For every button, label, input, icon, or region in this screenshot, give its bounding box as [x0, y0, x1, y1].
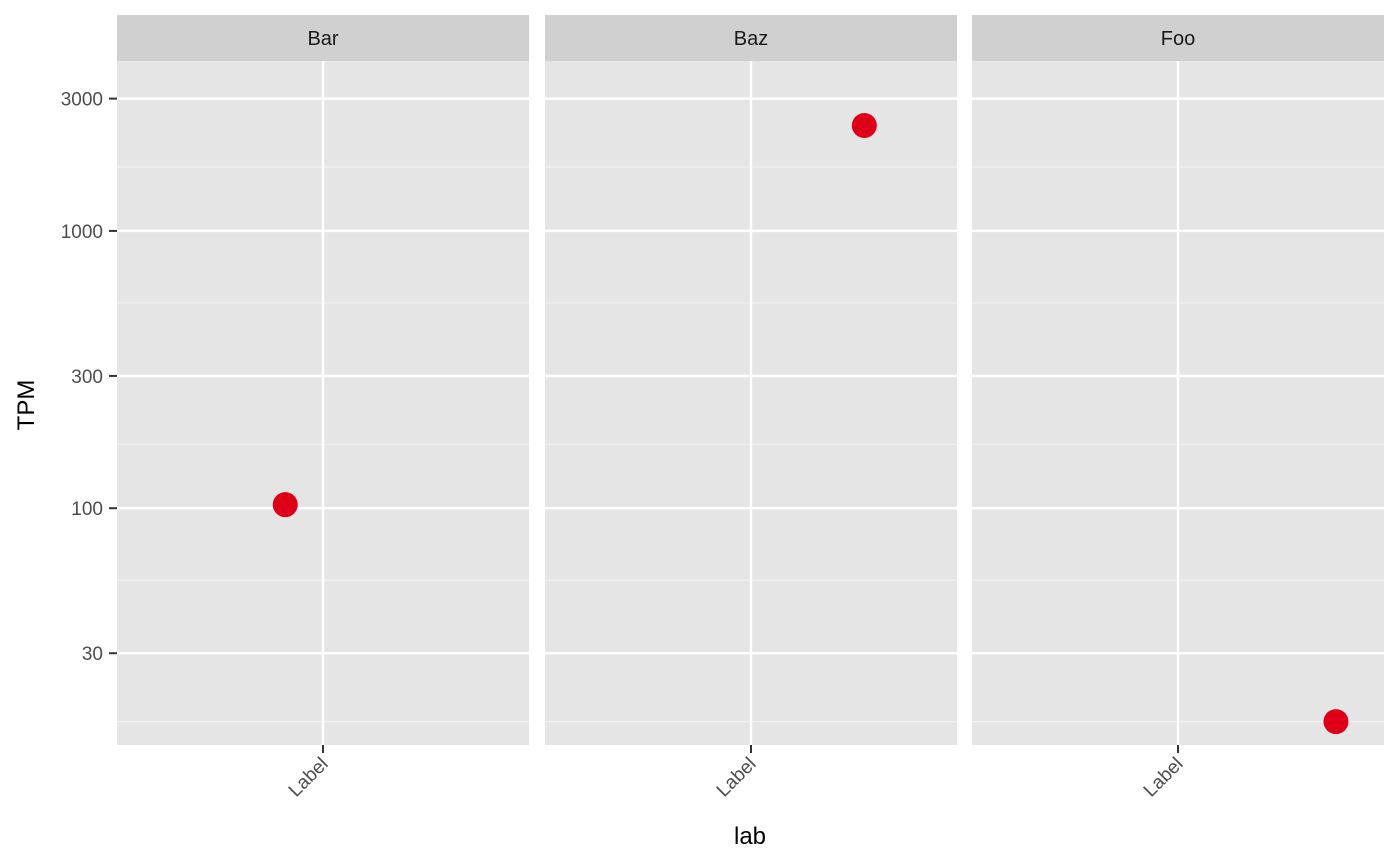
- x-axis-title: lab: [734, 823, 766, 850]
- facet-panels: Bar Label Baz Label Foo Label: [117, 15, 1384, 801]
- data-point: [272, 492, 298, 518]
- strip-label: Foo: [1161, 28, 1195, 50]
- y-tick-label: 3000: [61, 90, 103, 111]
- strip-label: Bar: [307, 28, 338, 50]
- strip-background: [117, 15, 529, 61]
- strip-background: [972, 15, 1384, 61]
- y-tick-label: 30: [82, 644, 103, 665]
- strip-background: [545, 15, 957, 61]
- facet-bar: Bar Label: [117, 15, 529, 801]
- y-axis-title: TPM: [13, 380, 40, 431]
- y-tick-label: 100: [71, 499, 103, 520]
- facet-foo: Foo Label: [972, 15, 1384, 801]
- y-tick-label: 1000: [61, 222, 103, 243]
- x-tick-label: Label: [713, 754, 761, 802]
- x-tick-label: Label: [285, 754, 333, 802]
- facet-baz: Baz Label: [545, 15, 957, 801]
- data-point: [851, 112, 877, 138]
- y-tick-label: 300: [71, 367, 103, 388]
- x-tick-label: Label: [1140, 754, 1188, 802]
- strip-label: Baz: [734, 28, 768, 50]
- data-point: [1323, 709, 1349, 735]
- y-axis: 30 100 300 1000 3000: [61, 90, 117, 665]
